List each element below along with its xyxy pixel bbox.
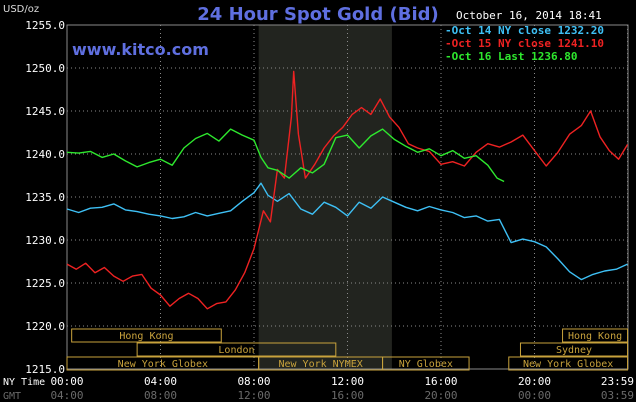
- legend-marker-oct15: -: [445, 37, 452, 50]
- legend-oct16: -Oct 16 Last 1236.80: [445, 50, 577, 63]
- x-axis-row-label-gmt: GMT: [3, 391, 21, 402]
- y-tick-label: 1240.0: [25, 148, 65, 161]
- chart-title: 24 Hour Spot Gold (Bid): [197, 4, 439, 25]
- x-tick-label-gmt: 08:00: [144, 389, 177, 402]
- market-sessions: Hong Kong Hong Kong London Sydney New York G…: [66, 328, 629, 371]
- market-session-label: Hong Kong: [568, 331, 622, 342]
- series-line-1: [66, 70, 629, 310]
- market-session-label: New York Globex: [523, 359, 613, 370]
- market-session-label: Hong Kong: [119, 331, 173, 342]
- x-tick-label-ny: 00:00: [50, 375, 83, 388]
- legend-oct15: -Oct 15 NY close 1241.10: [445, 37, 604, 50]
- legend-label-oct16: Oct 16 Last 1236.80: [451, 50, 578, 63]
- y-tick-label: 1245.0: [25, 105, 65, 118]
- series-line-2: [66, 128, 505, 183]
- x-axis-row-label-ny: NY Time: [3, 377, 45, 388]
- x-tick-label-gmt: 04:00: [50, 389, 83, 402]
- y-axis-unit-label: USD/oz: [3, 4, 40, 15]
- market-session-label: New York Globex: [118, 359, 208, 370]
- x-axis-ticks: 00:0004:0004:0008:0008:0012:0012:0016:00…: [3, 375, 634, 402]
- legend-label-oct15: Oct 15 NY close 1241.10: [451, 37, 604, 50]
- market-session-box: [71, 328, 222, 343]
- x-tick-label-ny: 16:00: [424, 375, 457, 388]
- x-tick-label-gmt: 00:00: [518, 389, 551, 402]
- market-session-label: London: [218, 345, 254, 356]
- legend-oct14: -Oct 14 NY close 1232.20: [445, 24, 604, 37]
- y-tick-label: 1255.0: [25, 19, 65, 32]
- y-tick-label: 1215.0: [25, 363, 65, 376]
- legend-label-oct14: Oct 14 NY close 1232.20: [451, 24, 604, 37]
- legend-marker-oct16: -: [445, 50, 452, 63]
- y-tick-label: 1220.0: [25, 320, 65, 333]
- y-tick-label: 1235.0: [25, 191, 65, 204]
- x-tick-label-ny: 04:00: [144, 375, 177, 388]
- y-tick-label: 1230.0: [25, 234, 65, 247]
- price-lines: [66, 70, 629, 310]
- market-session-box: [508, 356, 629, 371]
- x-tick-label-gmt: 20:00: [424, 389, 457, 402]
- x-tick-label-gmt: 16:00: [331, 389, 364, 402]
- market-session-box: [136, 342, 337, 357]
- market-session-box: [519, 342, 629, 357]
- market-session-box: [562, 328, 629, 343]
- chart-background: [258, 25, 392, 369]
- market-session-label: Sydney: [556, 345, 592, 356]
- x-tick-label-gmt: 03:59: [601, 389, 634, 402]
- market-session-label: NY Globex: [399, 359, 453, 370]
- y-tick-label: 1225.0: [25, 277, 65, 290]
- x-tick-label-ny: 08:00: [237, 375, 270, 388]
- chart-timestamp: October 16, 2014 18:41: [456, 9, 602, 22]
- y-axis-ticks: 1255.0 1250.0 1245.0 1240.0 1235.0 1230.0 1225…: [25, 19, 65, 376]
- x-tick-label-ny: 12:00: [331, 375, 364, 388]
- x-tick-label-ny: 23:59: [601, 375, 634, 388]
- market-session-label: New York NYMEX: [278, 359, 362, 370]
- grid-lines: [66, 24, 629, 370]
- plot-frame: [66, 24, 629, 370]
- series-line-0: [66, 182, 628, 281]
- kitco-watermark: www.kitco.com: [72, 40, 209, 59]
- legend-marker-oct14: -: [445, 24, 452, 37]
- market-session-box: [382, 356, 470, 371]
- session-highlight-band: [258, 25, 392, 369]
- y-tick-label: 1250.0: [25, 62, 65, 75]
- x-tick-label-gmt: 12:00: [237, 389, 270, 402]
- x-tick-label-ny: 20:00: [518, 375, 551, 388]
